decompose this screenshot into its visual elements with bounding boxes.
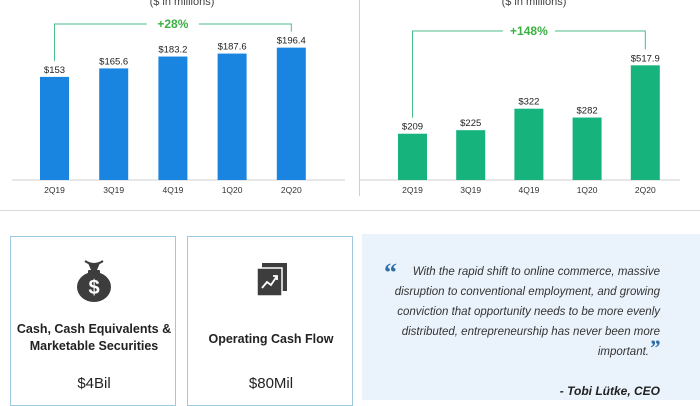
cash-card-value: $4Bil [77,375,111,392]
growth-label: +148% [510,24,548,38]
chart-divider [359,0,360,196]
tick-label-2Q19: 2Q19 [44,185,65,195]
value-label-2Q19: $153 [44,65,65,76]
quote-text: With the rapid shift to online commerce,… [394,266,660,360]
bar-1Q20 [572,117,602,180]
value-label-1Q20: $282 [577,106,598,117]
money-bag-icon: $ [74,259,114,308]
svg-text:$: $ [88,277,99,299]
tick-label-2Q20: 2Q20 [281,185,302,195]
value-label-3Q19: $165.6 [99,56,128,67]
tick-label-2Q20: 2Q20 [635,185,656,195]
value-label-3Q19: $225 [460,118,481,129]
tick-label-1Q20: 1Q20 [222,185,243,195]
right-chart-unit-label: ($ in millions) [501,0,567,8]
operating-cash-flow-card: Operating Cash Flow $80Mil [187,236,353,406]
tick-label-3Q19: 3Q19 [103,185,124,195]
value-label-2Q20: $517.9 [631,53,660,64]
open-quote-icon: “ [384,258,397,287]
bar-3Q19 [456,130,486,180]
bar-2Q20 [630,65,660,180]
bar-2Q19 [398,133,427,180]
left-bar-chart: $153 2Q19 $165.6 3Q19 $183.2 4Q19 $187.6 1Q20 $1… [12,17,345,195]
bar-2Q19 [40,76,69,180]
growth-bracket-right [554,30,646,50]
right-bar-chart: $209 2Q19 $225 3Q19 $322 4Q19 $282 1Q20 $517.9 2Q… [360,24,680,195]
operating-cash-flow-label: Operating Cash Flow [208,332,334,346]
bar-3Q19 [99,68,129,180]
value-label-4Q19: $183.2 [158,45,187,56]
tick-label-3Q19: 3Q19 [460,185,481,195]
close-quote-icon: ” [649,335,660,360]
ceo-quote-box: “ With the rapid shift to online commerc… [362,234,700,400]
growth-bracket-left [54,23,147,61]
bar-4Q19 [514,108,544,180]
growth-bracket-left [412,30,503,118]
growth-label: +28% [157,17,188,31]
tick-label-1Q20: 1Q20 [577,185,598,195]
growth-bracket-right [198,23,292,32]
tick-label-4Q19: 4Q19 [163,185,184,195]
bar-4Q19 [158,56,188,180]
value-label-4Q19: $322 [518,97,539,108]
cash-card-label: Cash, Cash Equivalents & Marketable Secu… [16,322,172,353]
quote-author: - Tobi Lütke, CEO [559,384,660,398]
bar-1Q20 [217,53,247,180]
section-divider [0,210,700,211]
operating-cash-flow-value: $80Mil [248,375,294,392]
tick-label-4Q19: 4Q19 [519,185,540,195]
tick-label-2Q19: 2Q19 [402,185,423,195]
value-label-1Q20: $187.6 [218,42,247,53]
value-label-2Q19: $209 [402,122,423,133]
value-label-2Q20: $196.4 [277,36,306,47]
left-chart-unit-label: ($ in millions) [149,0,215,8]
bar-2Q20 [276,47,306,180]
cash-card: $ Cash, Cash Equivalents & Marketable Se… [10,236,176,406]
trend-chart-icon [256,263,287,302]
